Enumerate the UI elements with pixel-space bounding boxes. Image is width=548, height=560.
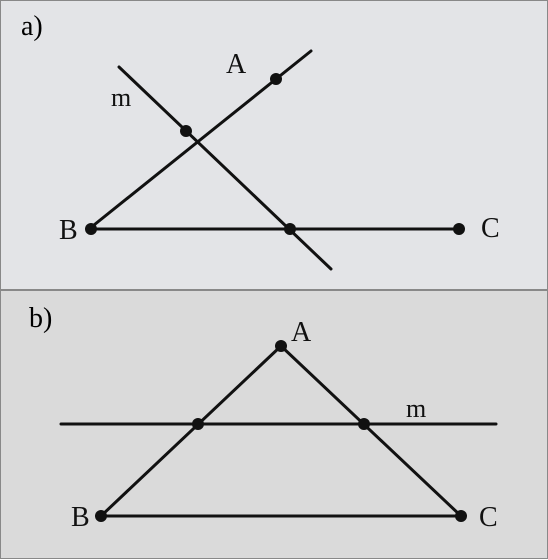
point-b — [85, 223, 97, 235]
label-a-b: A — [291, 317, 312, 348]
point-ml — [192, 418, 204, 430]
label-c: C — [481, 213, 500, 244]
point-c-b — [455, 510, 467, 522]
point-c — [453, 223, 465, 235]
point-mr — [358, 418, 370, 430]
side-ac — [281, 346, 461, 516]
side-ab — [101, 346, 281, 516]
label-b-b: B — [71, 502, 90, 533]
point-y — [284, 223, 296, 235]
point-x — [180, 125, 192, 137]
figure-a-panel: a) A B C m — [0, 0, 548, 290]
figure-b-panel: b) A B C m — [0, 290, 548, 559]
label-c-b: C — [479, 502, 498, 533]
label-m-b: m — [406, 394, 426, 423]
point-b-b — [95, 510, 107, 522]
figure-b-svg: A B C m — [1, 291, 548, 560]
label-a: A — [226, 49, 247, 80]
label-b: B — [59, 215, 78, 246]
point-a-b — [275, 340, 287, 352]
label-m: m — [111, 83, 131, 112]
line-m — [119, 67, 331, 269]
figure-a-svg: A B C m — [1, 1, 548, 291]
point-a — [270, 73, 282, 85]
